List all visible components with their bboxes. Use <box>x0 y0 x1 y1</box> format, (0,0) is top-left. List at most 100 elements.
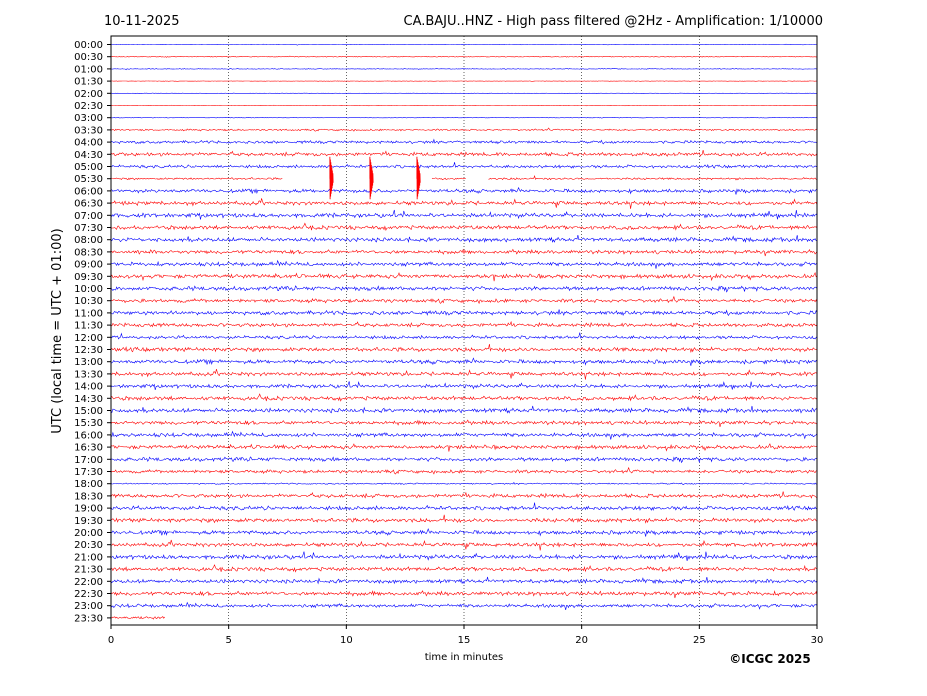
trace-1400 <box>110 381 818 390</box>
chart-title: CA.BAJU..HNZ - High pass filtered @2Hz -… <box>404 14 824 29</box>
trace-0600 <box>110 186 817 195</box>
x-tick-label: 15 <box>458 635 471 646</box>
date-label: 10-11-2025 <box>104 14 180 29</box>
y-tick-label: 14:30 <box>74 394 103 405</box>
y-tick-label: 04:30 <box>74 150 103 161</box>
trace-1730 <box>110 466 818 475</box>
trace-1830 <box>110 491 818 499</box>
y-tick-label: 21:00 <box>74 552 103 563</box>
y-tick-label: 17:00 <box>74 455 103 466</box>
y-tick-label: 11:00 <box>74 308 103 319</box>
trace-1800 <box>110 481 818 485</box>
y-tick-label: 10:30 <box>74 296 103 307</box>
y-tick-label: 22:00 <box>74 577 103 588</box>
y-tick-label: 09:30 <box>74 272 103 283</box>
y-tick-label: 03:30 <box>74 125 103 136</box>
y-tick-label: 19:30 <box>74 516 103 527</box>
y-tick-label: 09:00 <box>74 260 103 271</box>
y-tick-label: 12:00 <box>74 333 103 344</box>
trace-1200 <box>110 332 818 340</box>
y-tick-label: 13:30 <box>74 369 103 380</box>
trace-0800 <box>110 235 818 243</box>
trace-0830 <box>110 248 818 257</box>
trace-0200 <box>110 92 817 95</box>
trace-0530 <box>110 175 818 181</box>
y-tick-label: 23:00 <box>74 601 103 612</box>
y-tick-label: 08:30 <box>74 247 103 258</box>
trace-2330 <box>110 616 165 620</box>
y-tick-label: 22:30 <box>74 589 103 600</box>
y-axis-label: UTC (local time = UTC + 01:00) <box>50 228 65 433</box>
trace-1230 <box>110 343 818 353</box>
trace-0100 <box>110 67 818 71</box>
y-tick-label: 05:00 <box>74 162 103 173</box>
y-tick-label: 08:00 <box>74 235 103 246</box>
x-tick-label: 5 <box>225 635 231 646</box>
trace-1130 <box>110 320 818 328</box>
trace-0630 <box>110 198 818 209</box>
y-tick-label: 15:30 <box>74 418 103 429</box>
seismic-event <box>369 156 374 200</box>
y-tick-label: 11:30 <box>74 321 103 332</box>
y-tick-label: 10:00 <box>74 284 103 295</box>
y-tick-label: 00:30 <box>74 52 103 63</box>
seismic-event <box>416 156 421 200</box>
y-tick-label: 16:30 <box>74 443 103 454</box>
y-tick-label: 18:00 <box>74 479 103 490</box>
y-tick-label: 04:00 <box>74 138 103 149</box>
x-tick-label: 25 <box>693 635 706 646</box>
trace-1600 <box>110 430 818 440</box>
y-tick-label: 05:30 <box>74 174 103 185</box>
x-tick-label: 10 <box>340 635 353 646</box>
trace-2030 <box>110 539 818 551</box>
trace-2300 <box>110 601 818 610</box>
y-tick-label: 00:00 <box>74 40 103 51</box>
y-tick-label: 15:00 <box>74 406 103 417</box>
trace-1000 <box>110 285 818 293</box>
y-tick-label: 23:30 <box>74 613 103 624</box>
y-tick-label: 06:30 <box>74 199 103 210</box>
trace-0030 <box>111 55 818 58</box>
y-tick-label: 01:30 <box>74 77 103 88</box>
trace-0700 <box>110 209 818 220</box>
trace-0000 <box>111 43 818 46</box>
x-tick-label: 30 <box>811 635 824 646</box>
y-tick-label: 02:30 <box>74 101 103 112</box>
y-tick-label: 14:00 <box>74 382 103 393</box>
plot-frame <box>110 35 818 626</box>
trace-0500 <box>110 162 818 169</box>
trace-0900 <box>110 259 818 269</box>
trace-2100 <box>111 551 818 561</box>
x-tick-label: 0 <box>108 635 114 646</box>
trace-1500 <box>110 405 818 414</box>
y-tick-label: 13:00 <box>74 357 103 368</box>
y-tick-label: 07:30 <box>74 223 103 234</box>
y-tick-label: 21:30 <box>74 565 103 576</box>
trace-2200 <box>110 576 818 585</box>
y-tick-label: 12:30 <box>74 345 103 356</box>
x-axis-label: time in minutes <box>425 652 504 663</box>
y-tick-label: 17:30 <box>74 467 103 478</box>
trace-1630 <box>110 443 818 452</box>
trace-0230 <box>110 104 818 107</box>
seismic-event <box>329 156 334 200</box>
trace-1330 <box>110 369 818 380</box>
y-tick-label: 07:00 <box>74 211 103 222</box>
y-tick-label: 16:00 <box>74 430 103 441</box>
trace-0930 <box>110 271 818 282</box>
trace-2000 <box>110 528 818 537</box>
x-tick-label: 20 <box>575 635 588 646</box>
trace-0430 <box>110 150 818 158</box>
trace-1700 <box>110 456 818 464</box>
y-tick-label: 06:00 <box>74 186 103 197</box>
y-tick-label: 02:00 <box>74 89 103 100</box>
trace-0400 <box>110 138 818 145</box>
trace-1300 <box>110 357 818 366</box>
trace-0330 <box>110 127 818 132</box>
trace-1430 <box>110 393 818 402</box>
y-tick-label: 19:00 <box>74 504 103 515</box>
trace-1100 <box>111 309 818 317</box>
trace-1030 <box>110 295 818 305</box>
